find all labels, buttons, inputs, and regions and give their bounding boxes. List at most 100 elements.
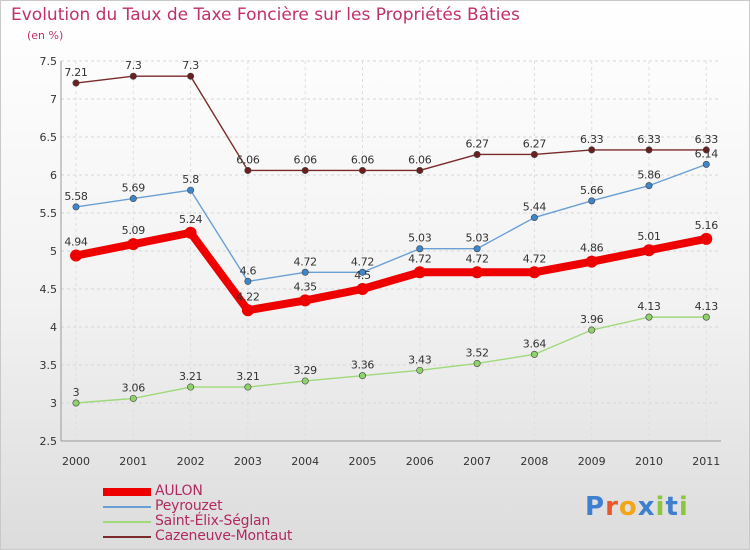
x-tick-label: 2011 — [692, 455, 720, 468]
data-label: 5.03 — [465, 232, 489, 245]
series-line-Peyrouzet — [75, 163, 707, 283]
x-tick-label: 2004 — [291, 455, 319, 468]
data-label: 5.24 — [179, 213, 203, 226]
data-point — [187, 186, 195, 194]
data-point — [473, 359, 481, 367]
data-label: 5.03 — [408, 232, 432, 245]
data-point — [416, 166, 424, 174]
data-label: 3.21 — [179, 370, 202, 383]
data-label: 4.72 — [408, 252, 431, 265]
data-label: 6.06 — [351, 153, 375, 166]
data-point — [530, 350, 538, 358]
data-point — [187, 72, 195, 80]
y-tick-label: 4.5 — [40, 283, 58, 296]
data-point — [244, 277, 252, 285]
logo-letter: P — [585, 492, 606, 522]
data-label: 4.72 — [294, 255, 317, 268]
y-tick-label: 6 — [50, 169, 57, 182]
data-point — [72, 79, 80, 87]
data-label: 6.27 — [465, 137, 489, 150]
y-tick-label: 7.5 — [40, 55, 58, 68]
x-tick-label: 2009 — [578, 455, 606, 468]
data-point — [473, 150, 481, 158]
data-point — [356, 283, 369, 295]
data-point — [127, 238, 140, 251]
data-label: 3.64 — [523, 337, 547, 350]
data-label: 3.43 — [408, 353, 432, 366]
data-label: 4.35 — [294, 280, 318, 293]
data-label: 5.8 — [182, 173, 199, 186]
logo-letter: t — [665, 492, 679, 522]
data-point — [129, 195, 137, 203]
data-point — [588, 326, 596, 334]
data-label: 7.21 — [64, 66, 87, 79]
series-line-Cazeneuve-Montaut — [75, 75, 707, 172]
x-tick-label: 2005 — [349, 455, 377, 468]
data-label: 3.96 — [580, 313, 604, 326]
data-label: 4.13 — [695, 300, 719, 313]
data-point — [528, 266, 541, 279]
data-point — [645, 146, 653, 154]
y-tick-label: 5 — [50, 245, 57, 258]
data-label: 5.01 — [637, 230, 660, 243]
legend-swatch — [103, 506, 151, 508]
x-tick-label: 2006 — [406, 455, 434, 468]
y-tick-label: 4 — [50, 321, 57, 334]
logo-letter: x — [637, 492, 656, 522]
x-tick-label: 2008 — [520, 455, 548, 468]
data-label: 6.33 — [695, 133, 719, 146]
x-tick-label: 2001 — [119, 455, 147, 468]
data-label: 4.22 — [236, 290, 259, 303]
logo-letter: r — [605, 492, 619, 522]
data-label: 4.13 — [637, 300, 661, 313]
data-label: 3.52 — [465, 346, 488, 359]
data-label: 3.29 — [294, 364, 318, 377]
data-point — [413, 266, 426, 279]
data-label: 7.3 — [182, 59, 199, 72]
y-tick-label: 3.5 — [40, 359, 58, 372]
data-point — [358, 166, 366, 174]
data-point — [471, 266, 484, 279]
data-point — [702, 160, 710, 168]
data-label: 6.06 — [294, 153, 318, 166]
data-label: 4.5 — [354, 269, 371, 282]
logo-letter: o — [618, 492, 638, 522]
legend-label: Cazeneuve-Montaut — [155, 528, 293, 544]
data-point — [244, 383, 252, 391]
data-point — [129, 72, 137, 80]
data-point — [358, 372, 366, 380]
data-point — [184, 226, 197, 239]
data-label: 5.16 — [695, 219, 719, 232]
data-label: 6.33 — [580, 133, 604, 146]
legend-label: AULON — [155, 483, 203, 499]
data-label: 4.72 — [523, 252, 546, 265]
data-label: 5.44 — [523, 201, 547, 214]
data-point — [702, 146, 710, 154]
data-label: 6.06 — [236, 153, 260, 166]
data-label: 5.69 — [122, 182, 146, 195]
data-label: 4.86 — [580, 242, 604, 255]
data-point — [187, 383, 195, 391]
legend-swatch — [103, 521, 151, 523]
series-line-Saint-Élix-Séglan — [75, 316, 707, 404]
data-point — [301, 268, 309, 276]
data-point — [588, 146, 596, 154]
data-point — [588, 197, 596, 205]
data-point — [241, 304, 254, 317]
data-point — [358, 268, 366, 276]
data-label: 5.86 — [637, 169, 661, 182]
data-point — [301, 166, 309, 174]
data-label: 3 — [73, 386, 80, 399]
x-tick-label: 2000 — [62, 455, 90, 468]
legend-label: Saint-Élix-Séglan — [155, 513, 271, 529]
data-point — [643, 244, 655, 257]
logo-letter: i — [655, 492, 666, 522]
data-point — [416, 245, 424, 253]
x-tick-label: 2002 — [177, 455, 205, 468]
data-label: 6.06 — [408, 153, 432, 166]
legend-swatch — [103, 536, 151, 538]
data-label: 4.6 — [240, 264, 257, 277]
data-label: 5.58 — [64, 190, 88, 203]
data-label: 7.3 — [125, 59, 142, 72]
legend-label: Peyrouzet — [155, 498, 223, 514]
